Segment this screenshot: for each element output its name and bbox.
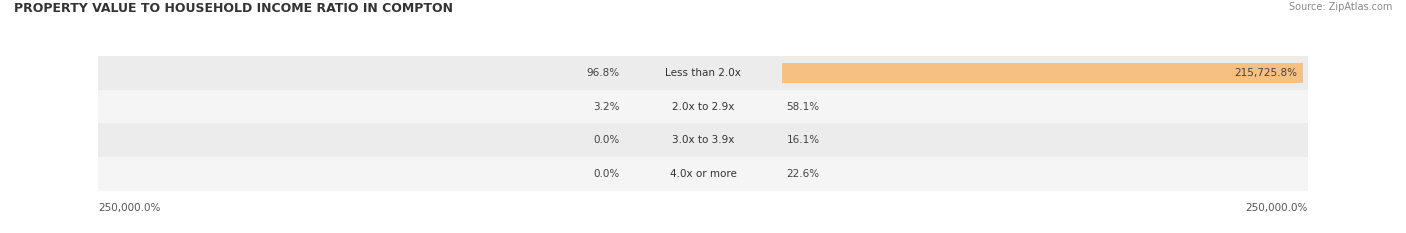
Text: 0.0%: 0.0% [593,135,620,145]
Text: 16.1%: 16.1% [786,135,820,145]
Text: Source: ZipAtlas.com: Source: ZipAtlas.com [1288,2,1392,12]
Text: 96.8%: 96.8% [586,68,619,78]
Text: 3.2%: 3.2% [593,102,620,112]
Bar [98,90,1308,123]
Text: 215,725.8%: 215,725.8% [1234,68,1298,78]
Text: Less than 2.0x: Less than 2.0x [665,68,741,78]
Bar [98,56,1308,90]
Text: PROPERTY VALUE TO HOUSEHOLD INCOME RATIO IN COMPTON: PROPERTY VALUE TO HOUSEHOLD INCOME RATIO… [14,2,453,15]
Text: 4.0x or more: 4.0x or more [669,169,737,179]
Bar [98,123,1308,157]
Bar [98,157,1308,191]
Bar [782,63,1303,83]
Text: 3.0x to 3.9x: 3.0x to 3.9x [672,135,734,145]
Text: 0.0%: 0.0% [593,169,620,179]
Text: 250,000.0%: 250,000.0% [1246,203,1308,213]
Text: 250,000.0%: 250,000.0% [98,203,160,213]
Text: 2.0x to 2.9x: 2.0x to 2.9x [672,102,734,112]
Text: 22.6%: 22.6% [786,169,820,179]
Text: 58.1%: 58.1% [786,102,820,112]
